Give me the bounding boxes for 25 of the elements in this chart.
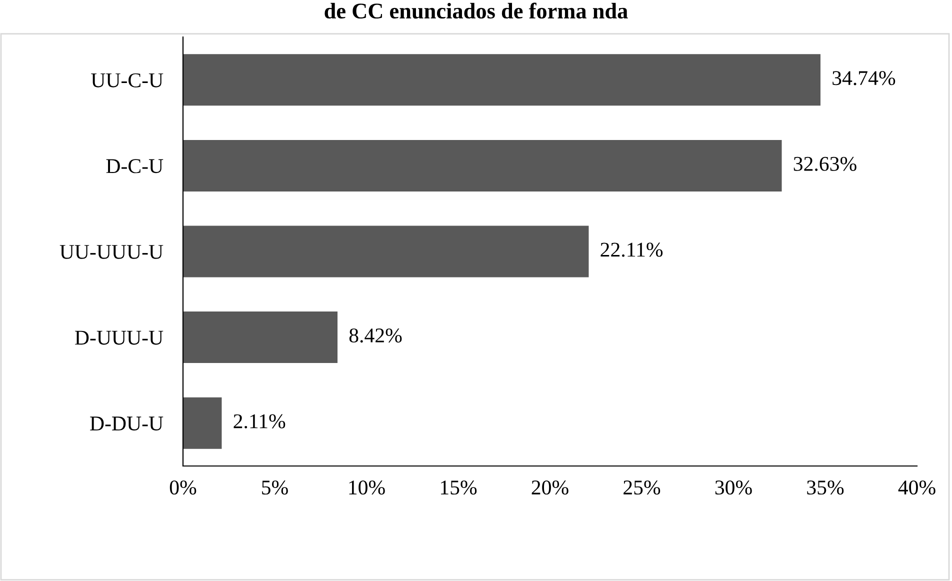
bar <box>183 226 589 278</box>
data-label: 32.63% <box>794 156 856 172</box>
x-tick-label: 30% <box>715 480 752 495</box>
bar <box>183 140 782 192</box>
bar <box>183 54 820 106</box>
data-label: 22.11% <box>600 242 663 257</box>
y-tick-label: D-C-U <box>106 159 164 174</box>
y-tick-label: UU-UUU-U <box>60 245 164 259</box>
x-tick-label: 10% <box>349 480 385 495</box>
y-tick-label: UU-C-U <box>91 73 164 88</box>
data-label: 34.74% <box>832 71 896 86</box>
x-tick-label: 20% <box>532 480 568 495</box>
x-tick-label: 0% <box>170 480 196 495</box>
x-tick-label: 35% <box>807 480 844 495</box>
data-label: 2.11% <box>234 414 286 428</box>
chart-title: de CC enunciados de forma nda <box>324 2 628 19</box>
x-tick-label: 15% <box>440 480 477 495</box>
data-label: 8.42% <box>349 328 402 343</box>
x-tick-label: 5% <box>262 480 288 495</box>
bar <box>183 312 338 364</box>
y-tick-label: D-DU-U <box>90 416 164 431</box>
x-tick-label: 40% <box>898 480 936 495</box>
bar <box>183 397 222 449</box>
x-tick-label: 25% <box>624 480 660 495</box>
y-tick-label: D-UUU-U <box>75 330 164 345</box>
